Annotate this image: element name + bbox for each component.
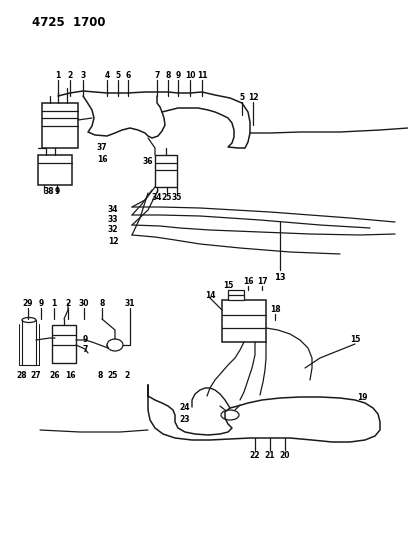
- Text: 23: 23: [180, 416, 190, 424]
- Text: 30: 30: [79, 298, 89, 308]
- Text: 20: 20: [280, 450, 290, 459]
- Text: 4: 4: [104, 70, 110, 79]
- Text: 8: 8: [99, 298, 105, 308]
- Bar: [38, 155, 72, 185]
- Text: 24: 24: [180, 403, 190, 413]
- Text: 21: 21: [265, 450, 275, 459]
- Text: 7: 7: [154, 70, 160, 79]
- Bar: [42, 103, 78, 148]
- Text: 19: 19: [357, 393, 367, 402]
- Text: 29: 29: [23, 298, 33, 308]
- Text: 13: 13: [274, 273, 286, 282]
- Text: 35: 35: [172, 192, 182, 201]
- Text: 26: 26: [50, 370, 60, 379]
- Text: 16: 16: [243, 278, 253, 287]
- Text: 7: 7: [82, 345, 88, 354]
- Text: 1: 1: [55, 70, 61, 79]
- Bar: [155, 155, 177, 187]
- Bar: [52, 325, 76, 363]
- Text: 17: 17: [257, 278, 267, 287]
- Text: 15: 15: [223, 280, 233, 289]
- Text: 25: 25: [162, 192, 172, 201]
- Text: 9: 9: [38, 298, 44, 308]
- Text: 34: 34: [108, 206, 118, 214]
- Text: 11: 11: [197, 70, 207, 79]
- Text: 5: 5: [115, 70, 120, 79]
- Text: 34: 34: [152, 192, 162, 201]
- Text: 15: 15: [350, 335, 360, 344]
- Text: 32: 32: [108, 225, 118, 235]
- Text: 28: 28: [17, 370, 27, 379]
- Text: 27: 27: [31, 370, 41, 379]
- Text: 5: 5: [239, 93, 244, 101]
- Text: 8: 8: [165, 70, 171, 79]
- Text: 12: 12: [248, 93, 258, 101]
- Text: 36: 36: [143, 157, 153, 166]
- Text: 3: 3: [80, 70, 86, 79]
- Text: 4725  1700: 4725 1700: [32, 15, 106, 28]
- Text: 18: 18: [270, 305, 280, 314]
- Bar: [228, 290, 244, 300]
- Text: 38: 38: [44, 188, 55, 197]
- Text: 9: 9: [54, 188, 60, 197]
- Text: 10: 10: [185, 70, 195, 79]
- Text: 1: 1: [51, 298, 57, 308]
- Text: 22: 22: [250, 450, 260, 459]
- Text: 9: 9: [82, 335, 88, 344]
- Text: 2: 2: [67, 70, 73, 79]
- Text: 33: 33: [108, 215, 118, 224]
- Bar: [222, 300, 266, 342]
- Text: 12: 12: [108, 238, 118, 246]
- Text: 8: 8: [98, 370, 103, 379]
- Text: 31: 31: [125, 298, 135, 308]
- Text: 16: 16: [97, 156, 107, 165]
- Text: 6: 6: [125, 70, 131, 79]
- Text: 14: 14: [205, 290, 215, 300]
- Text: 9: 9: [175, 70, 181, 79]
- Text: 16: 16: [65, 370, 75, 379]
- Text: 2: 2: [65, 298, 71, 308]
- Text: 2: 2: [124, 370, 130, 379]
- Text: 25: 25: [108, 370, 118, 379]
- Text: 37: 37: [97, 143, 107, 152]
